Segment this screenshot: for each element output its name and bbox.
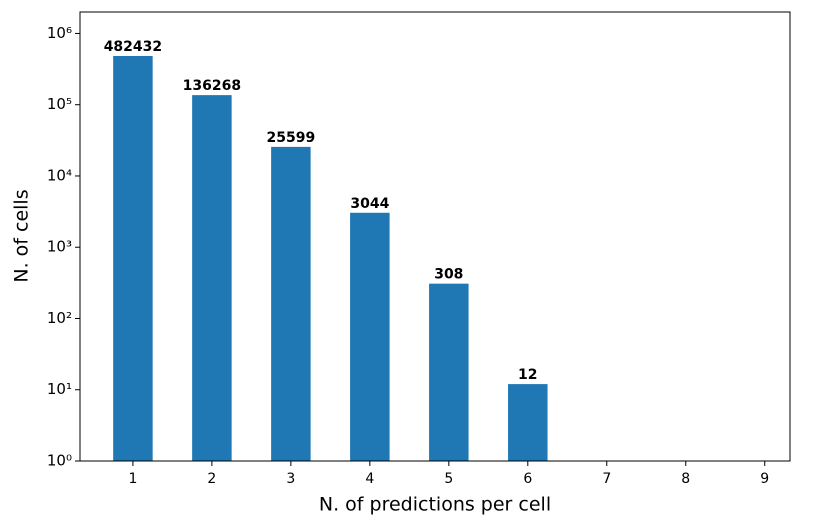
y-tick-label: 10⁰ <box>47 452 72 470</box>
bar <box>113 56 153 461</box>
plot-frame <box>79 11 791 462</box>
x-tick-label: 4 <box>365 471 374 487</box>
y-tick-label: 10² <box>47 309 72 327</box>
y-tick-label: 10³ <box>47 238 72 256</box>
y-tick-label: 10⁵ <box>47 95 72 113</box>
x-tick-label: 2 <box>207 471 216 487</box>
x-tick-label: 7 <box>602 471 611 487</box>
y-tick-label: 10¹ <box>47 380 72 398</box>
bar <box>429 283 469 461</box>
data-label: 25599 <box>267 130 316 146</box>
x-axis-label: N. of predictions per cell <box>319 494 551 516</box>
data-label: 308 <box>434 267 463 283</box>
y-tick-label: 10⁶ <box>47 24 72 42</box>
data-label: 3044 <box>350 196 389 212</box>
bar <box>192 95 232 461</box>
y-axis-label: N. of cells <box>11 189 33 282</box>
data-label: 482432 <box>104 39 162 55</box>
bar <box>350 212 390 461</box>
x-tick-label: 9 <box>760 471 769 487</box>
x-tick-label: 1 <box>128 471 137 487</box>
bar <box>508 384 548 461</box>
x-tick-label: 3 <box>286 471 295 487</box>
x-tick-label: 5 <box>444 471 453 487</box>
y-tick-label: 10⁴ <box>47 166 72 184</box>
bar <box>271 146 311 462</box>
data-label: 136268 <box>183 78 241 94</box>
x-tick-label: 6 <box>523 471 532 487</box>
x-tick-label: 8 <box>681 471 690 487</box>
data-label: 12 <box>518 367 537 383</box>
